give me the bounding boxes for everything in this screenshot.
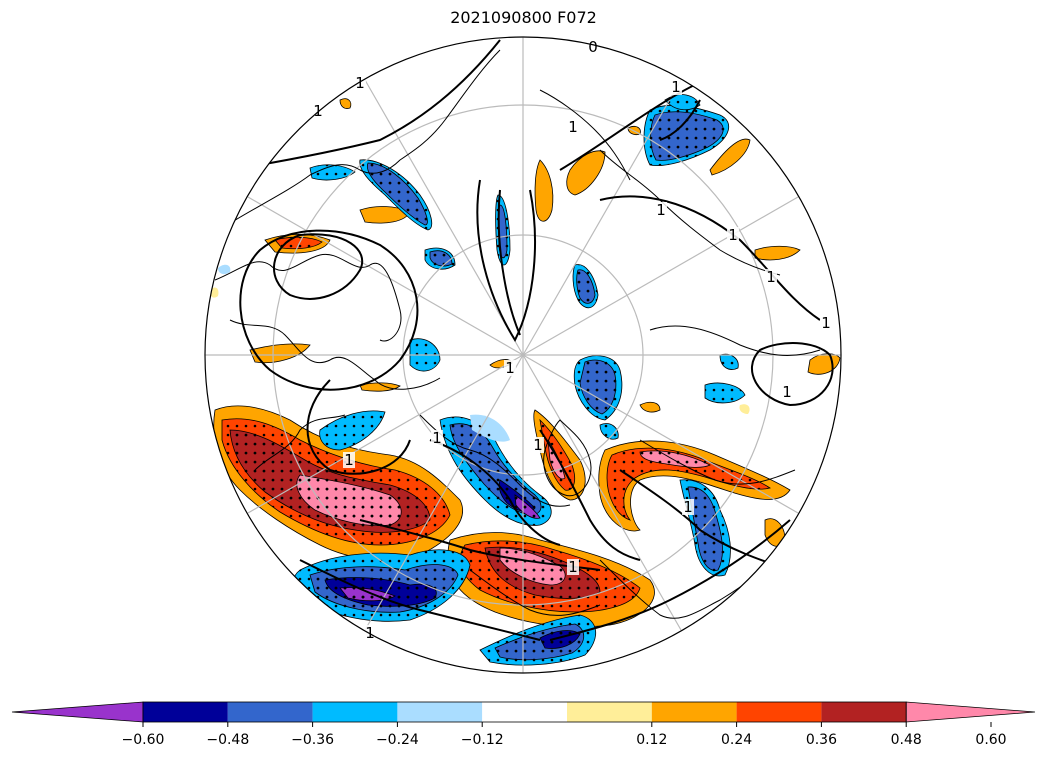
stipple-region <box>515 495 540 519</box>
colorbar-tick-label: −0.48 <box>206 732 249 748</box>
colorbar-segment <box>227 702 313 722</box>
stipple-region <box>607 448 770 520</box>
plot-title: 2021090800 F072 <box>450 8 597 27</box>
anomaly-region-orange <box>359 382 401 392</box>
contour-label-bg <box>431 430 443 446</box>
anomaly-region-orange <box>249 343 311 364</box>
stipple-region <box>665 94 700 110</box>
colorbar-tick-label: −0.12 <box>461 732 504 748</box>
contour-label-bg <box>364 625 376 641</box>
contour-label: 1 <box>782 383 792 401</box>
colorbar-segment <box>143 702 228 722</box>
contour-label-bg <box>655 202 667 218</box>
contour-label-bg <box>765 269 777 285</box>
colorbar-tick-label: 0.48 <box>891 732 922 748</box>
colorbar-segment <box>821 702 907 722</box>
anomaly-region-orange <box>339 98 352 109</box>
contour-label: 1 <box>344 451 354 469</box>
coastlines <box>214 49 821 619</box>
colorbar-tick-label: 0.60 <box>975 732 1006 748</box>
map-boundary <box>204 36 842 674</box>
colorbar: −0.60 −0.48 −0.36 −0.24 −0.12 0.12 0.24 0.36 0.4… <box>11 701 1036 748</box>
contour-label-bg <box>820 315 832 331</box>
anomaly-region-lightblue <box>218 264 231 275</box>
colorbar-tick-label: 0.36 <box>806 732 837 748</box>
colorbar-extend-min <box>11 701 144 723</box>
contour-label: 1 <box>313 102 323 120</box>
contour-label: 1 <box>821 314 831 332</box>
anomaly-region-orange <box>754 245 801 261</box>
stipple-region <box>319 410 385 450</box>
anomaly-region-orange <box>807 353 841 375</box>
colorbar-tick-label: −0.36 <box>291 732 334 748</box>
anomaly-region-orange <box>709 138 751 176</box>
height-contours <box>229 39 834 641</box>
stipple-region <box>275 237 322 249</box>
significance-stipple <box>222 94 770 666</box>
contour-label: 0 <box>588 38 598 56</box>
colorbar-boxes <box>11 701 1036 723</box>
stipple-region <box>705 383 745 403</box>
contour-label: 1 <box>671 78 681 96</box>
stipple-region <box>576 269 595 304</box>
map-contents <box>205 37 841 673</box>
colorbar-tick-label: −0.60 <box>122 732 165 748</box>
contour-label: 1 <box>656 201 666 219</box>
contour-label-bg <box>343 452 355 468</box>
stipple-region <box>720 354 739 370</box>
stipple-region <box>688 486 723 571</box>
contour-label: 1 <box>365 624 375 642</box>
colorbar-extend-max <box>905 701 1036 723</box>
anomaly-region-lightblue <box>470 414 510 442</box>
contour-label: 1 <box>505 359 515 377</box>
anomaly-region-orange <box>534 159 554 222</box>
contour-label-bg <box>781 384 793 400</box>
contour-label: 1 <box>568 118 578 136</box>
stipple-region <box>367 163 428 225</box>
colorbar-segment <box>397 702 483 722</box>
contour-label-bg <box>504 360 516 376</box>
stipple-region <box>310 164 355 180</box>
colorbar-tick-label: 0.24 <box>721 732 752 748</box>
contour-label-bg <box>670 79 682 95</box>
contour-label: 1 <box>355 74 365 92</box>
contour-label: 1 <box>766 268 776 286</box>
colorbar-segment <box>567 702 652 722</box>
contour-label-bg <box>567 559 579 575</box>
colorbar-segment <box>312 702 398 722</box>
stipple-region <box>500 548 566 585</box>
stipple-region <box>296 475 402 526</box>
stipple-region <box>580 360 616 414</box>
contour-label: 1 <box>533 436 543 454</box>
colorbar-ticks: −0.60 −0.48 −0.36 −0.24 −0.12 0.12 0.24 0.36 0.4… <box>122 722 1007 748</box>
anomaly-region-yellow <box>739 404 750 414</box>
contour-label-bg <box>727 227 739 243</box>
stipple-region <box>450 423 542 515</box>
contour-label: 1 <box>683 498 693 516</box>
anomaly-region-orange <box>639 401 661 413</box>
colorbar-segment <box>651 702 737 722</box>
contour-label-bg <box>532 437 544 453</box>
contour-label-bg <box>567 119 579 135</box>
contour-label: 1 <box>568 558 578 576</box>
colorbar-segment <box>482 702 567 722</box>
contour-label-bg <box>587 39 599 55</box>
stipple-region <box>640 450 710 468</box>
contour-label-bg <box>354 75 366 91</box>
colorbar-tick-label: 0.12 <box>636 732 667 748</box>
stipple-region <box>600 423 619 440</box>
stipple-region <box>650 111 724 161</box>
colorbar-tick-label: −0.24 <box>376 732 419 748</box>
polar-map: 0 1 1 1 1 1 1 1 1 1 1 1 1 1 1 1 1 <box>204 36 842 674</box>
contour-label: 1 <box>728 226 738 244</box>
contour-label-bg <box>682 499 694 515</box>
colorbar-segment <box>736 702 822 722</box>
colorbar-outline <box>142 701 907 723</box>
anomaly-region-orange <box>566 150 606 196</box>
contour-label: 1 <box>432 429 442 447</box>
